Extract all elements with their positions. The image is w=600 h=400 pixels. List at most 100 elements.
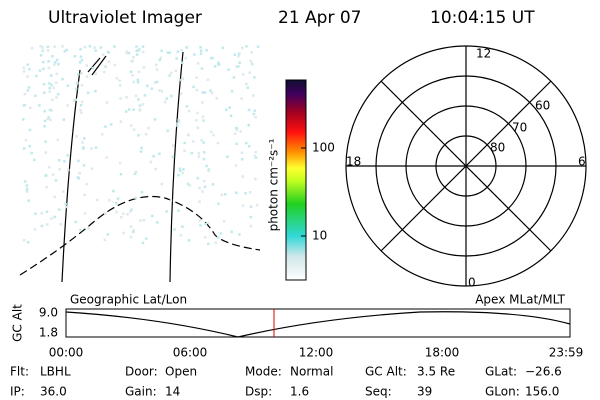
pixel [58, 168, 61, 171]
orbit-y-label: GC Alt [11, 304, 25, 342]
pixel [53, 215, 56, 219]
pixel [55, 96, 58, 99]
pixel [137, 134, 140, 137]
pixel [240, 151, 244, 154]
pixel [245, 141, 248, 145]
pixel [179, 92, 183, 95]
pixel [45, 174, 48, 177]
pixel [174, 69, 178, 72]
pixel [140, 146, 143, 150]
pixel [159, 56, 163, 60]
pixel [107, 51, 111, 54]
pixel [80, 111, 83, 115]
pixel [94, 89, 97, 93]
pixel [207, 221, 210, 225]
pixel [176, 124, 179, 127]
pixel [199, 224, 202, 227]
pixel [183, 149, 186, 152]
pixel [61, 77, 64, 81]
pixel [197, 152, 201, 155]
pixel [62, 118, 65, 121]
pixel [184, 56, 187, 60]
pixel [155, 80, 159, 84]
pixel [27, 199, 30, 202]
pixel [125, 96, 128, 99]
info-value: 39 [417, 385, 432, 399]
pixel [127, 108, 131, 111]
pixel [22, 66, 26, 70]
pixel [158, 58, 161, 62]
pixel [48, 108, 52, 112]
pixel [104, 212, 107, 215]
pixel [122, 231, 125, 235]
pixel [57, 62, 60, 66]
pixel [29, 106, 32, 110]
pixel [67, 168, 70, 172]
pixel [85, 182, 88, 186]
pixel [125, 50, 128, 53]
pixel [136, 81, 140, 84]
pixel [28, 128, 32, 132]
pixel [22, 118, 25, 121]
pixel [47, 165, 51, 169]
pixel [39, 54, 43, 57]
pixel [249, 224, 253, 228]
pixel [141, 103, 145, 106]
pixel [136, 78, 140, 82]
pixel [79, 48, 82, 51]
pixel [142, 66, 146, 69]
pixel [22, 104, 26, 107]
pixel [199, 52, 203, 55]
pixel [238, 233, 241, 236]
pixel [202, 119, 205, 122]
orbit-x-tick: 23:59 [549, 346, 584, 360]
pixel [81, 141, 84, 144]
pixel [192, 140, 195, 143]
pixel [213, 65, 217, 68]
colorbar-tick-label: 100 [312, 141, 335, 155]
pixel [165, 97, 168, 100]
pixel [175, 57, 178, 60]
pixel [66, 84, 70, 87]
pixel [27, 86, 31, 89]
pixel [56, 92, 60, 96]
pixel [65, 205, 69, 209]
pixel [45, 210, 49, 214]
pixel [244, 192, 247, 195]
pixel [79, 109, 82, 112]
orbit-x-tick: 00:00 [49, 346, 84, 360]
pixel [119, 120, 123, 123]
pixel [253, 109, 257, 112]
info-value: 1.6 [290, 385, 309, 399]
pixel [58, 159, 61, 162]
pixel [94, 146, 98, 149]
pixel [39, 45, 42, 48]
pixel [100, 133, 104, 136]
pixel [238, 52, 241, 56]
pixel [46, 223, 49, 226]
pixel [186, 182, 190, 186]
pixel [65, 48, 68, 52]
info-value: Normal [290, 365, 333, 379]
pixel [24, 180, 27, 183]
pixel [179, 234, 183, 237]
pixel [255, 203, 259, 207]
pixel [47, 60, 50, 63]
pixel [241, 46, 244, 50]
pixel [201, 190, 204, 193]
pixel [64, 202, 67, 206]
pixel [41, 48, 45, 52]
pixel [228, 106, 231, 109]
pixel [90, 167, 94, 170]
pixel [48, 87, 51, 90]
pixel [80, 58, 84, 62]
pixel [245, 45, 248, 48]
pixel [239, 130, 242, 133]
pixel [190, 151, 193, 155]
pixel [249, 215, 252, 219]
pixel [185, 105, 189, 108]
pixel [58, 208, 61, 211]
pixel [138, 109, 142, 112]
pixel [202, 141, 205, 144]
pixel [87, 227, 90, 230]
